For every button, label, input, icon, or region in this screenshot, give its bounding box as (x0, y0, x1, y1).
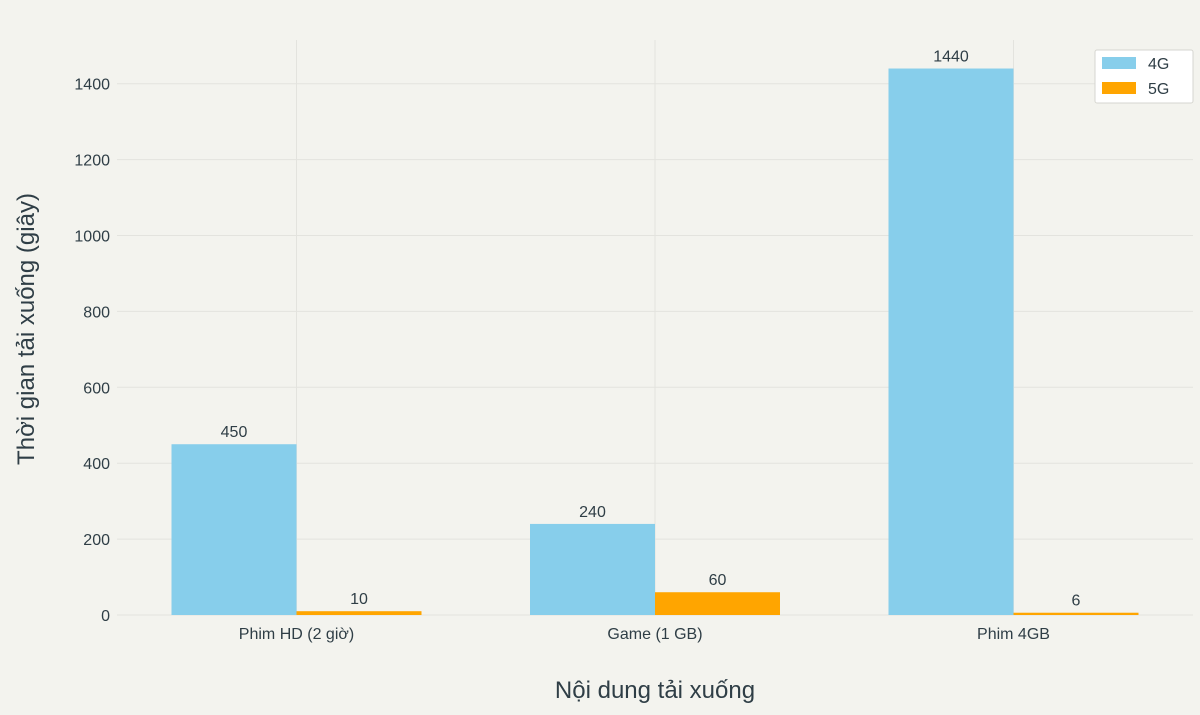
y-tick-label: 400 (83, 456, 110, 473)
axis-layer: Nội dung tải xuống Thời gian tải xuống (… (13, 77, 1050, 704)
data-label: 60 (709, 572, 727, 589)
bar-4g (888, 68, 1014, 615)
y-tick-label: 1400 (74, 77, 110, 94)
data-label: 10 (350, 591, 368, 608)
data-label: 6 (1072, 593, 1081, 610)
y-tick-label: 800 (83, 304, 110, 321)
legend-label-5g: 5G (1148, 81, 1169, 98)
legend-swatch-4g (1102, 57, 1136, 69)
data-label: 240 (579, 504, 606, 521)
x-tick-label: Phim 4GB (977, 626, 1050, 643)
x-axis-title: Nội dung tải xuống (555, 677, 755, 704)
data-label-layer: 450 10 240 60 1440 6 (221, 49, 1081, 610)
y-tick-label: 1000 (74, 229, 110, 246)
bar-4g (171, 444, 297, 615)
x-tick-label: Phim HD (2 giờ) (239, 626, 354, 643)
bar-5g (296, 611, 422, 615)
y-tick-label: 1200 (74, 153, 110, 170)
x-tick-label: Game (1 GB) (607, 626, 702, 643)
y-tick-label: 0 (101, 608, 110, 625)
bar-5g (1013, 612, 1139, 615)
y-axis-title: Thời gian tải xuống (giây) (13, 193, 40, 465)
bar-5g (655, 592, 780, 615)
bar-layer (171, 68, 1139, 615)
legend-swatch-5g (1102, 82, 1136, 94)
y-tick-label: 200 (83, 532, 110, 549)
y-tick-label: 600 (83, 380, 110, 397)
data-label: 1440 (933, 49, 969, 66)
data-label: 450 (221, 424, 248, 441)
legend-label-4g: 4G (1148, 56, 1169, 73)
bar-4g (530, 523, 655, 615)
